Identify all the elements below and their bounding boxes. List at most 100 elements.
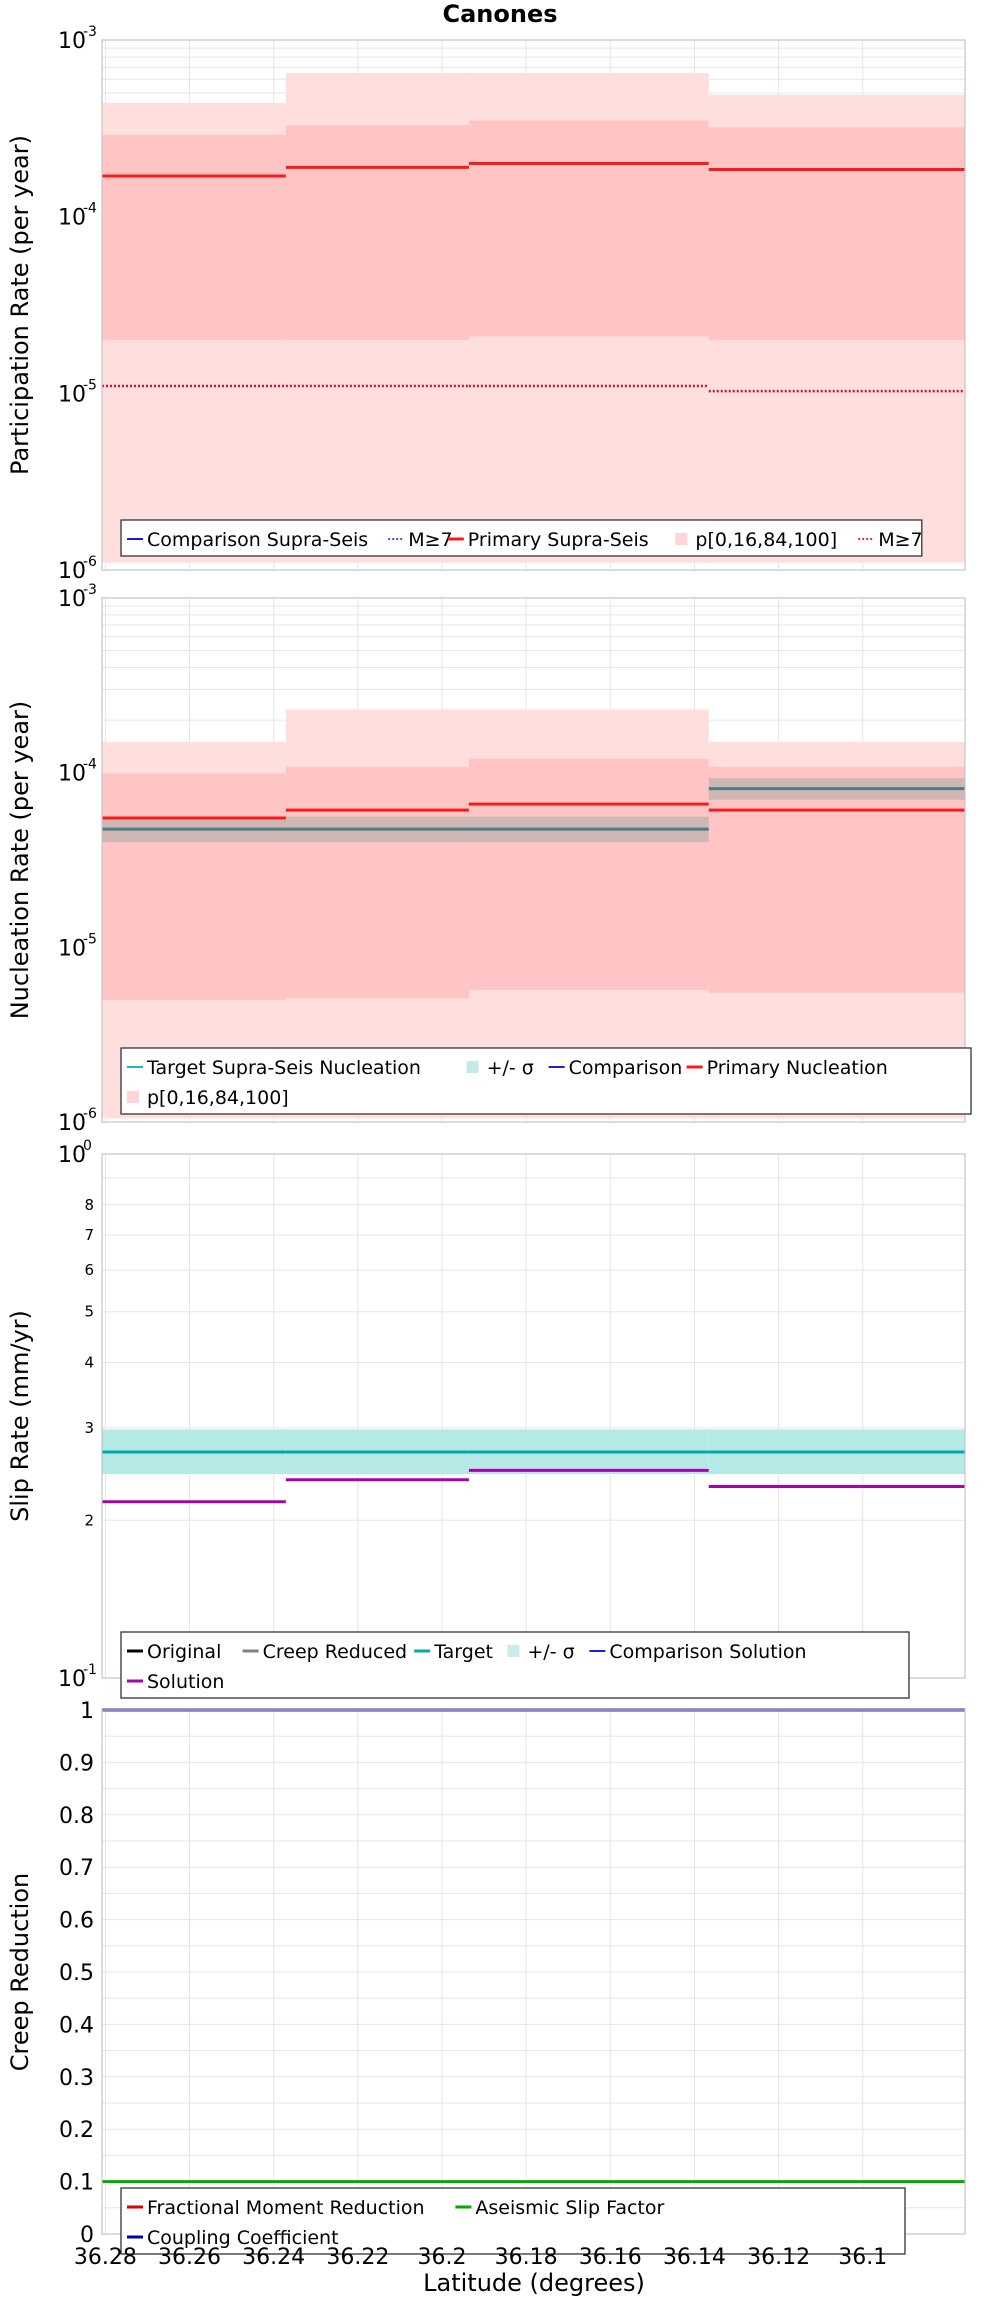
y-tick-label: 10	[58, 559, 86, 584]
legend-label: Comparison Supra-Seis	[147, 529, 368, 551]
band-inner	[468, 758, 709, 990]
y-tick-exponent: -4	[83, 201, 97, 217]
band-inner	[285, 766, 469, 999]
plot-frame	[101, 39, 966, 571]
y-tick-label: 0.3	[59, 2066, 94, 2091]
band-inner	[708, 127, 965, 341]
y-tick-label: 0.5	[59, 1961, 94, 1986]
legend-label: Fractional Moment Reduction	[147, 2197, 425, 2219]
panel-creep: 0 0.1 0.2 0.3 0.4 0.5 0.6 0.7 0.8 0.9 1 Creep Reduc…	[6, 1699, 966, 2270]
band-inner	[102, 773, 286, 1000]
y-tick-label: 0.8	[59, 1804, 94, 1829]
plot-frame	[101, 1153, 966, 1679]
y-tick-exponent: -3	[83, 582, 97, 598]
y-tick-exponent: -1	[83, 1662, 97, 1678]
y-tick-label: 10	[58, 1111, 86, 1136]
legend-label: Target Supra-Seis Nucleation	[146, 1057, 421, 1079]
x-tick-label: 36.22	[326, 2245, 389, 2270]
legend-label: +/- σ	[487, 1057, 534, 1079]
y-minor-tick-label: 5	[84, 1303, 94, 1321]
legend-swatch	[466, 1061, 479, 1073]
legend-box	[120, 2187, 906, 2255]
y-tick-label: 1	[80, 1699, 94, 1724]
y-tick-exponent: 0	[83, 1138, 92, 1154]
x-tick-label: 36.28	[74, 2245, 137, 2270]
y-tick-label: 0.1	[59, 2171, 94, 2196]
legend-label: p[0,16,84,100]	[147, 1087, 289, 1109]
y-axis-label: Participation Rate (per year)	[6, 135, 34, 475]
legend-label: Target	[433, 1641, 493, 1663]
legend-label: Coupling Coefficient	[147, 2227, 339, 2249]
y-tick-exponent: -5	[83, 377, 97, 393]
legend-box	[120, 1631, 910, 1699]
legend-label: Comparison Solution	[609, 1641, 806, 1663]
y-tick-label: 10	[58, 1667, 86, 1692]
y-tick-exponent: -6	[83, 1106, 97, 1122]
legend-label: +/- σ	[527, 1641, 574, 1663]
y-tick-exponent: -6	[83, 554, 97, 570]
y-tick-exponent: -3	[83, 24, 97, 40]
legend: Comparison Supra-Seis M≥7 Primary Supra-Se…	[120, 519, 923, 557]
legend: Target Supra-Seis Nucleation +/- σ Compari…	[120, 1047, 972, 1115]
plot-frame	[101, 597, 966, 1123]
y-tick-exponent: -5	[83, 931, 97, 947]
y-tick-label: 0	[80, 2223, 94, 2248]
y-tick-label: 10	[58, 382, 86, 407]
x-tick-label: 36.24	[242, 2245, 305, 2270]
legend-swatch	[507, 1645, 520, 1657]
chart-title: Canones	[442, 0, 557, 28]
y-minor-tick-label: 7	[84, 1226, 94, 1244]
y-tick-label: 10	[58, 587, 86, 612]
y-axis-label: Slip Rate (mm/yr)	[6, 1310, 34, 1522]
y-minor-tick-label: 8	[84, 1196, 94, 1214]
y-tick-label: 0.4	[59, 2013, 94, 2038]
y-tick-label: 10	[58, 1143, 86, 1168]
legend: Original Creep Reduced Target +/- σ Comparis…	[120, 1631, 910, 1699]
x-tick-label: 36.16	[579, 2245, 642, 2270]
legend-label: p[0,16,84,100]	[695, 529, 837, 551]
y-minor-tick-label: 2	[84, 1511, 94, 1529]
x-tick-label: 36.2	[417, 2245, 466, 2270]
x-tick-label: 36.1	[838, 2245, 887, 2270]
band-inner	[102, 134, 286, 341]
band-inner	[468, 120, 709, 337]
band-inner	[708, 766, 965, 993]
legend-box	[120, 519, 923, 557]
y-axis-label: Nucleation Rate (per year)	[6, 701, 34, 1020]
y-tick-label: 10	[58, 936, 86, 961]
legend-swatch	[675, 533, 688, 545]
y-axis-label: Creep Reduction	[6, 1873, 34, 2071]
legend-swatch	[127, 1091, 139, 1103]
legend: Fractional Moment Reduction Aseismic Slip…	[120, 2187, 906, 2255]
y-tick-label: 0.7	[59, 1856, 94, 1881]
y-tick-label: 0.2	[59, 2118, 94, 2143]
band-inner	[285, 125, 469, 341]
legend-label: Creep Reduced	[263, 1641, 407, 1663]
y-tick-label: 10	[58, 29, 86, 54]
x-tick-label: 36.26	[158, 2245, 221, 2270]
legend-label: M≥7	[408, 529, 452, 551]
y-tick-label: 10	[58, 206, 86, 231]
legend-label: Primary Nucleation	[707, 1057, 888, 1079]
y-minor-tick-label: 6	[84, 1261, 94, 1279]
y-tick-label: 0.9	[59, 1751, 94, 1776]
y-tick-exponent: -4	[83, 757, 97, 773]
legend-label: Original	[147, 1641, 221, 1663]
y-tick-label: 10	[58, 762, 86, 787]
x-tick-label: 36.14	[663, 2245, 726, 2270]
x-axis-label: Latitude (degrees)	[423, 2269, 645, 2297]
legend-label: Aseismic Slip Factor	[475, 2197, 664, 2219]
x-tick-label: 36.12	[747, 2245, 810, 2270]
legend-box	[120, 1047, 972, 1115]
legend-label: Solution	[147, 1671, 224, 1693]
x-tick-label: 36.18	[495, 2245, 558, 2270]
y-minor-tick-label: 3	[84, 1419, 94, 1437]
y-minor-tick-label: 4	[84, 1354, 94, 1372]
legend-label: M≥7	[878, 529, 922, 551]
legend-label: Comparison	[569, 1057, 683, 1079]
